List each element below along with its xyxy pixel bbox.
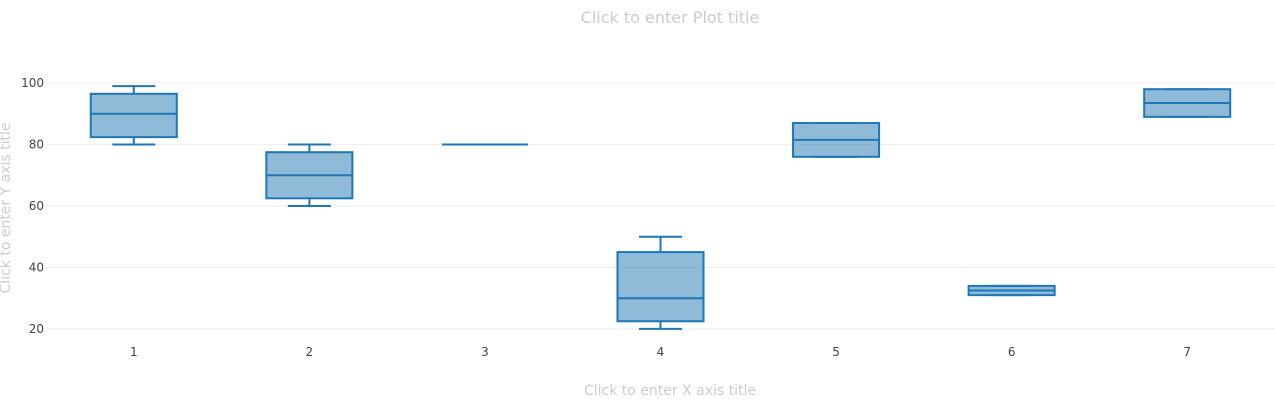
y-tick-label: 80	[29, 138, 44, 152]
x-axis-title[interactable]: Click to enter X axis title	[584, 383, 756, 399]
plot-title[interactable]: Click to enter Plot title	[581, 8, 760, 27]
boxes	[89, 85, 1232, 330]
iqr-box	[89, 92, 178, 139]
gridlines	[46, 82, 1275, 330]
x-tick-label: 6	[1008, 345, 1016, 359]
box-5	[792, 122, 881, 158]
tick-labels: 20 40 60 80 100 1 2 3 4 5 6 7	[21, 76, 1191, 359]
y-tick-label: 40	[29, 260, 44, 274]
box-2	[265, 143, 354, 207]
y-tick-label: 20	[29, 322, 44, 336]
box-1	[89, 85, 178, 146]
box-6	[967, 284, 1056, 297]
x-tick-label: 1	[130, 345, 138, 359]
y-tick-label: 100	[21, 76, 44, 90]
box-7	[1143, 88, 1232, 118]
x-tick-label: 4	[657, 345, 665, 359]
x-tick-label: 7	[1183, 345, 1191, 359]
x-tick-label: 2	[306, 345, 314, 359]
y-tick-label: 60	[29, 199, 44, 213]
y-axis-title[interactable]: Click to enter Y axis title	[0, 123, 14, 294]
iqr-box	[616, 251, 705, 323]
x-tick-label: 5	[832, 345, 840, 359]
box-4	[616, 235, 705, 330]
x-tick-label: 3	[481, 345, 489, 359]
